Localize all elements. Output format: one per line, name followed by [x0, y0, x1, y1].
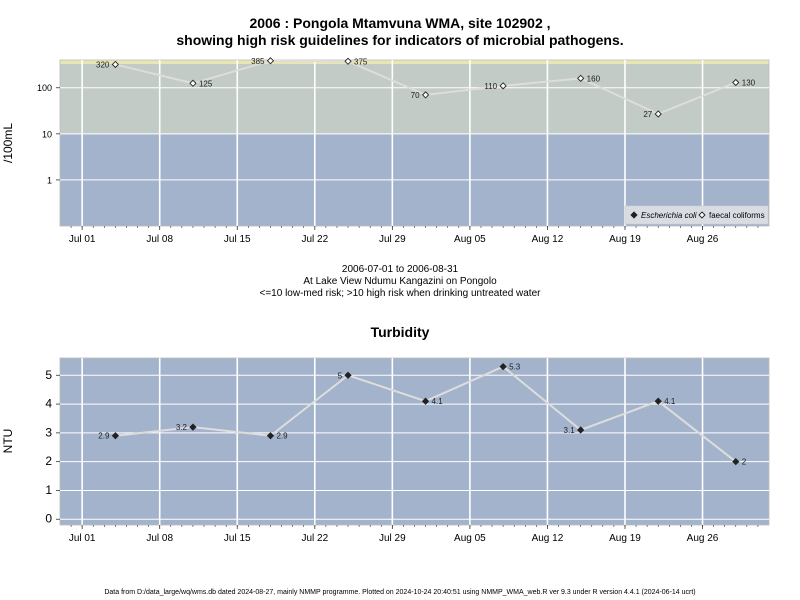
turbidity-axes: 0 1 2 3 4 5 Jul 01 Jul 08 Jul 15 Jul 22 Jul 29 Aug … — [45, 368, 759, 544]
footer-note: Data from D:/data_large/wq/wms.db dated … — [104, 589, 696, 596]
turbidity-y-tick-label: 4 — [45, 397, 52, 411]
microbial-data-point — [732, 78, 740, 87]
turbidity-chart: 0 1 2 3 4 5 Jul 01 Jul 08 Jul 15 Jul 22 Jul 29 Aug … — [1, 357, 770, 544]
microbial-x-tick-label: Aug 26 — [687, 234, 719, 245]
microbial-data-point — [266, 57, 275, 65]
turbidity-data-label: 4.1 — [664, 397, 676, 406]
microbial-x-tick-label: Jul 08 — [146, 234, 173, 245]
turbidity-data-label: 2.9 — [98, 432, 110, 441]
turbidity-data-point — [266, 432, 275, 440]
microbial-data-label: 130 — [742, 78, 756, 87]
microbial-x-tick-label: Jul 29 — [379, 234, 406, 245]
microbial-legend: Escherichia coli faecal coliforms — [624, 205, 769, 225]
top-chart-risk-note: <=10 low-med risk; >10 high risk when dr… — [259, 288, 541, 299]
turbidity-x-tick-label: Jul 08 — [146, 533, 173, 544]
microbial-x-tick-label: Aug 12 — [532, 234, 564, 245]
microbial-high-risk-zone — [60, 60, 769, 134]
turbidity-y-tick-label: 0 — [45, 512, 52, 526]
turbidity-x-tick-label: Jul 22 — [301, 533, 328, 544]
turbidity-y-tick-label: 5 — [45, 368, 52, 382]
turbidity-data-point — [654, 397, 662, 405]
microbial-data-label: 385 — [251, 57, 265, 66]
turbidity-y-tick-label: 3 — [45, 425, 52, 439]
turbidity-chart-title: Turbidity — [370, 324, 430, 340]
microbial-x-tick-label: Aug 05 — [454, 234, 486, 245]
microbial-data-point — [344, 57, 352, 65]
turbidity-panel-bg — [60, 358, 769, 525]
turbidity-x-tick-label: Aug 05 — [454, 533, 486, 544]
microbial-data-point — [654, 110, 662, 118]
microbial-y-tick-label: 100 — [37, 83, 52, 93]
microbial-data-label: 160 — [587, 74, 601, 83]
microbial-x-tick-label: Aug 19 — [609, 234, 641, 245]
microbial-data-label: 320 — [96, 60, 110, 69]
legend-marker — [698, 211, 706, 219]
microbial-data-label: 375 — [354, 57, 368, 66]
microbial-data-point — [189, 79, 197, 87]
top-chart-site-name: At Lake View Ndumu Kangazini on Pongolo — [303, 276, 497, 287]
top-chart-title-line1: 2006 : Pongola Mtamvuna WMA, site 102902… — [249, 15, 551, 31]
turbidity-data-point — [577, 426, 585, 434]
microbial-y-tick-label: 10 — [42, 129, 52, 139]
turbidity-data-label: 2.9 — [276, 432, 288, 441]
turbidity-data-label: 2 — [742, 458, 747, 467]
turbidity-y-tick-label: 1 — [45, 483, 52, 497]
microbial-data-label: 27 — [643, 110, 652, 119]
microbial-x-tick-label: Jul 22 — [301, 234, 328, 245]
legend-marker — [630, 211, 638, 219]
turbidity-x-tick-label: Jul 29 — [379, 533, 406, 544]
legend-entry-label: Escherichia coli — [641, 211, 697, 220]
turbidity-y-axis-label: NTU — [1, 429, 15, 454]
turbidity-data-point — [111, 432, 120, 440]
turbidity-data-point — [344, 371, 352, 379]
top-chart-title-line2: showing high risk guidelines for indicat… — [176, 32, 624, 48]
turbidity-data-point — [499, 363, 507, 371]
turbidity-x-tick-label: Jul 15 — [224, 533, 251, 544]
microbial-data-label: 70 — [411, 91, 420, 100]
turbidity-data-point — [732, 458, 740, 466]
microbial-x-tick-label: Jul 01 — [69, 234, 96, 245]
turbidity-x-tick-label: Jul 01 — [69, 533, 96, 544]
turbidity-data-label: 5.3 — [509, 363, 521, 372]
microbial-y-axis-label: /100mL — [1, 123, 15, 163]
turbidity-y-tick-label: 2 — [45, 454, 52, 468]
microbial-y-tick-label: 1 — [47, 175, 52, 185]
microbial-data-point — [499, 82, 507, 90]
microbial-x-tick-label: Jul 15 — [224, 234, 251, 245]
microbial-series: 320 125 385 375 70 110 160 27 130 — [96, 57, 756, 119]
microbial-data-point — [111, 60, 120, 69]
turbidity-series: 2.9 3.2 2.9 5 4.1 5.3 3.1 4.1 2 — [98, 363, 747, 467]
turbidity-x-tick-label: Aug 12 — [532, 533, 564, 544]
legend-entry-label: faecal coliforms — [709, 211, 765, 220]
microbial-data-point — [577, 74, 585, 82]
turbidity-data-point — [189, 423, 197, 431]
microbial-data-label: 110 — [484, 82, 497, 91]
microbial-plot-panel — [59, 59, 770, 227]
turbidity-x-tick-label: Aug 19 — [609, 533, 641, 544]
microbial-top-band — [60, 60, 769, 64]
turbidity-data-point — [421, 397, 430, 405]
legend-box — [624, 205, 769, 225]
turbidity-data-label: 4.1 — [432, 397, 444, 406]
turbidity-data-label: 5 — [338, 371, 343, 380]
turbidity-x-tick-label: Aug 26 — [687, 533, 719, 544]
turbidity-data-label: 3.1 — [564, 426, 576, 435]
top-chart-date-range: 2006-07-01 to 2006-08-31 — [341, 264, 459, 275]
turbidity-plot-panel — [59, 357, 770, 526]
microbial-data-label: 125 — [199, 79, 213, 88]
microbial-data-point — [421, 91, 430, 99]
turbidity-data-label: 3.2 — [176, 423, 188, 432]
microbial-grid — [60, 60, 769, 226]
